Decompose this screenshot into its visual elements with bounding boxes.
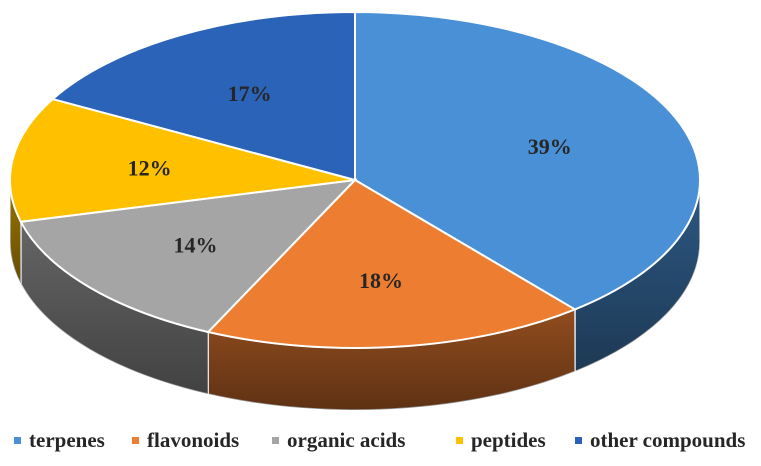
data-label-organic-acids: 14% [174,232,218,257]
side-shade-peptides [10,180,21,284]
side-shade-flavonoids [208,309,575,410]
legend-item-organic-acids: organic acids [272,428,405,452]
legend-item-other-compounds: other compounds [575,428,745,452]
pie-data-labels: 39% 18% 14% 12% 17% [128,81,572,293]
side-shade-organic-acids [20,221,209,395]
legend-label: peptides [471,428,546,452]
pie-sides [9,179,701,411]
legend-swatch [575,437,582,444]
data-label-other-compounds: 17% [228,81,272,106]
legend-swatch [132,437,139,444]
side-shade-terpenes [574,180,700,372]
data-label-peptides: 12% [128,155,172,180]
legend-label: organic acids [287,428,405,452]
legend-swatch [272,437,279,444]
legend-label: flavonoids [147,428,239,452]
slice-other-compounds [50,10,356,182]
data-label-terpenes: 39% [528,134,572,159]
pie-top-slices [9,10,701,349]
legend-swatch [14,437,21,444]
legend-item-terpenes: terpenes [14,428,105,452]
slice-flavonoids [206,178,578,349]
legend-label: terpenes [29,428,105,452]
legend: terpenes flavonoids organic acids peptides o… [14,428,745,452]
legend-label: other compounds [590,428,745,452]
slice-peptides [9,97,356,223]
legend-item-flavonoids: flavonoids [132,428,239,452]
slice-terpenes [354,10,701,311]
legend-item-peptides: peptides [456,428,546,452]
legend-swatch [456,437,463,444]
data-label-flavonoids: 18% [359,268,403,293]
slice-organic-acids [19,178,358,334]
